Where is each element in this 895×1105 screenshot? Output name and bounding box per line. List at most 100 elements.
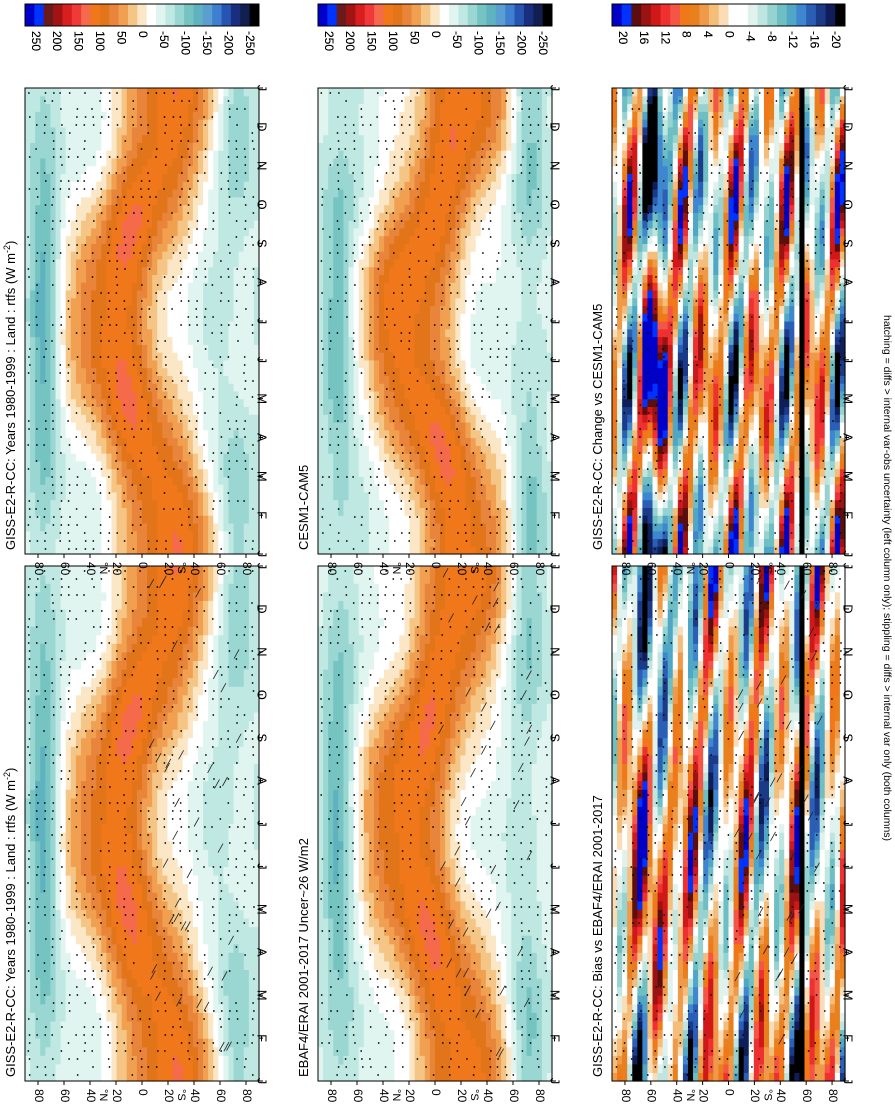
heatmap-cell bbox=[122, 469, 128, 477]
heatmap-cell bbox=[183, 695, 189, 704]
heatmap-cell bbox=[30, 901, 36, 910]
heatmap-cell bbox=[193, 841, 199, 850]
heatmap-cell bbox=[213, 978, 219, 987]
heatmap-cell bbox=[228, 652, 234, 661]
heatmap-cell bbox=[244, 858, 250, 867]
heatmap-cell bbox=[218, 1021, 224, 1030]
heatmap-cell bbox=[218, 729, 224, 738]
heatmap-cell bbox=[173, 832, 179, 841]
heatmap-cell bbox=[56, 119, 62, 127]
stipple-dot bbox=[237, 1042, 239, 1044]
stipple-dot bbox=[132, 1018, 134, 1020]
stipple-dot bbox=[84, 834, 86, 836]
heatmap-cell bbox=[45, 755, 51, 764]
stipple-dot bbox=[197, 858, 199, 860]
heatmap-cell bbox=[167, 875, 173, 884]
heatmap-cell bbox=[173, 952, 179, 961]
stipple-dot bbox=[149, 826, 151, 828]
stipple-dot bbox=[44, 810, 46, 812]
heatmap-cell bbox=[76, 500, 82, 508]
stipple-dot bbox=[172, 922, 174, 924]
stipple-dot bbox=[116, 962, 118, 964]
heatmap-cell bbox=[234, 789, 240, 798]
heatmap-cell bbox=[147, 600, 153, 609]
heatmap-cell bbox=[61, 360, 67, 368]
heatmap-cell bbox=[101, 703, 107, 712]
heatmap-cell bbox=[147, 832, 153, 841]
heatmap-cell bbox=[234, 892, 240, 901]
stipple-dot bbox=[236, 762, 238, 764]
heatmap-cell bbox=[35, 538, 41, 546]
heatmap-cell bbox=[244, 961, 250, 970]
heatmap-cell bbox=[76, 461, 82, 469]
heatmap-cell bbox=[213, 841, 219, 850]
heatmap-cell bbox=[218, 643, 224, 652]
heatmap-cell bbox=[183, 798, 189, 807]
heatmap-cell bbox=[76, 344, 82, 352]
heatmap-cell bbox=[127, 1030, 133, 1039]
heatmap-cell bbox=[45, 406, 51, 414]
stipple-dot bbox=[156, 986, 158, 988]
stipple-dot bbox=[28, 666, 30, 668]
heatmap-cell bbox=[111, 150, 117, 158]
heatmap-cell bbox=[183, 866, 189, 875]
heatmap-cell bbox=[122, 626, 128, 635]
heatmap-cell bbox=[56, 469, 62, 477]
heatmap-cell bbox=[198, 995, 204, 1004]
heatmap-cell bbox=[101, 189, 107, 197]
heatmap-cell bbox=[35, 189, 41, 197]
heatmap-cell bbox=[86, 344, 92, 352]
heatmap-cell bbox=[198, 927, 204, 936]
heatmap-cell bbox=[45, 609, 51, 618]
heatmap-cell bbox=[183, 618, 189, 627]
heatmap-cell bbox=[106, 789, 112, 798]
heatmap-cell bbox=[101, 531, 107, 539]
heatmap-cell bbox=[101, 445, 107, 453]
stipple-dot bbox=[116, 626, 118, 628]
heatmap-cell bbox=[142, 1030, 148, 1039]
heatmap-cell bbox=[234, 884, 240, 893]
heatmap-cell bbox=[66, 476, 72, 484]
heatmap-cell bbox=[183, 884, 189, 893]
heatmap-cell bbox=[122, 259, 128, 267]
heatmap-cell bbox=[127, 531, 133, 539]
heatmap-cell bbox=[25, 531, 31, 539]
stipple-dot bbox=[235, 866, 237, 868]
heatmap-cell bbox=[61, 1064, 67, 1073]
heatmap-cell bbox=[198, 1038, 204, 1047]
heatmap-cell bbox=[228, 789, 234, 798]
heatmap-cell bbox=[96, 1064, 102, 1073]
heatmap-cell bbox=[117, 600, 123, 609]
heatmap-cell bbox=[25, 96, 31, 104]
heatmap-cell bbox=[173, 712, 179, 721]
heatmap-cell bbox=[228, 901, 234, 910]
heatmap-cell bbox=[193, 781, 199, 790]
stipple-dot bbox=[204, 826, 206, 828]
heatmap-cell bbox=[213, 995, 219, 1004]
heatmap-cell bbox=[239, 789, 245, 798]
heatmap-cell bbox=[45, 961, 51, 970]
stipple-dot bbox=[60, 826, 62, 828]
heatmap-cell bbox=[167, 841, 173, 850]
stipple-dot bbox=[52, 858, 54, 860]
heatmap-cell bbox=[86, 635, 92, 644]
heatmap-cell bbox=[91, 738, 97, 747]
heatmap-cell bbox=[35, 978, 41, 987]
heatmap-cell bbox=[132, 368, 138, 376]
heatmap-cell bbox=[127, 220, 133, 228]
heatmap-cell bbox=[218, 746, 224, 755]
heatmap-cell bbox=[132, 212, 138, 220]
heatmap-cell bbox=[81, 228, 87, 236]
stipple-dot bbox=[140, 698, 142, 700]
heatmap-cell bbox=[117, 88, 123, 96]
heatmap-cell bbox=[76, 546, 82, 554]
stipple-dot bbox=[109, 746, 111, 748]
stipple-dot bbox=[69, 994, 71, 996]
heatmap-cell bbox=[198, 738, 204, 747]
heatmap-cell bbox=[66, 635, 72, 644]
heatmap-cell bbox=[228, 626, 234, 635]
heatmap-cell bbox=[71, 298, 77, 306]
heatmap-cell bbox=[66, 858, 72, 867]
heatmap-cell bbox=[56, 961, 62, 970]
heatmap-cell bbox=[91, 383, 97, 391]
